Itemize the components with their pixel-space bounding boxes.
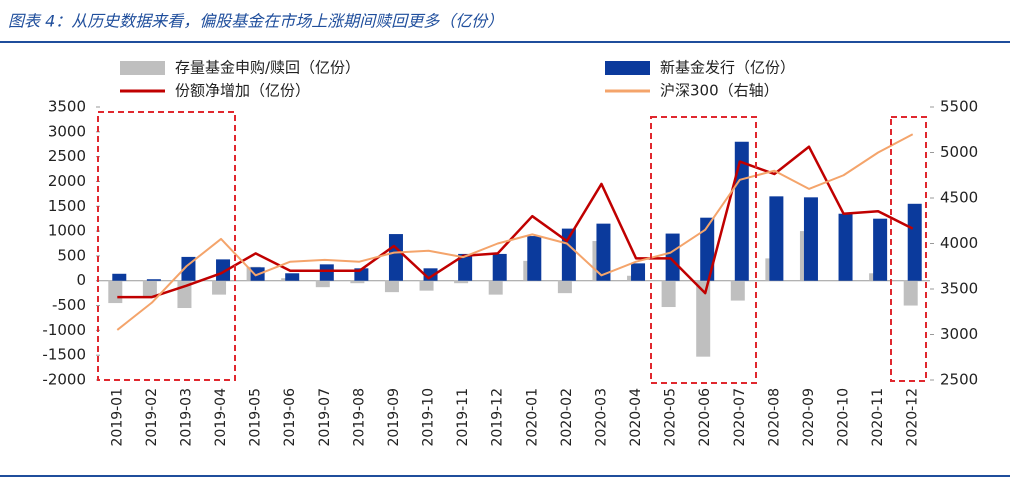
bar [212,280,227,295]
bar [319,264,334,281]
x-tick-label: 2019-11 [455,388,471,447]
y-tick-label: 3500 [48,98,86,116]
bar [142,280,157,299]
y-tick-label: -2000 [42,371,86,389]
legend-label: 新基金发行（亿份） [660,59,795,77]
x-tick-label: 2020-01 [524,388,540,447]
chart-title: 图表 4：从历史数据来看，偏股基金在市场上涨期间赎回更多（亿份） [8,12,503,31]
y2-tick-label: 3500 [940,280,978,298]
x-tick-label: 2019-04 [213,388,229,447]
x-tick-label: 2019-06 [282,388,298,447]
legend-swatch [605,61,650,75]
bar [216,259,231,281]
bar [454,280,469,284]
x-tick-label: 2020-07 [732,388,748,447]
y-tick-label: 1500 [48,197,86,215]
y-tick-label: 2500 [48,147,86,165]
legend-swatch [120,61,165,75]
x-tick-label: 2020-05 [663,388,679,447]
highlight-boxes [97,111,927,384]
y-tick-label: 0 [76,271,86,289]
x-tick-label: 2020-03 [593,388,609,447]
bar [488,280,503,295]
bar [596,223,611,281]
y2-tick-label: 4500 [940,189,978,207]
x-tick-label: 2020-02 [559,388,575,447]
x-tick-label: 2019-09 [386,388,402,447]
bar [384,280,399,293]
bar [419,280,434,291]
bar [561,228,576,281]
y-tick-label: -500 [52,296,86,314]
y-tick-label: 1000 [48,222,86,240]
bar [730,280,745,301]
bar [388,234,403,281]
x-tick-label: 2020-04 [628,388,644,447]
y2-tick-label: 5000 [940,143,978,161]
highlight-box [97,111,236,381]
x-tick-label: 2020-11 [870,388,886,447]
x-tick-label: 2019-02 [144,388,160,447]
y2-tick-label: 2500 [940,371,978,389]
y-tick-label: 500 [57,246,86,264]
x-tick-label: 2019-08 [351,388,367,447]
bar [661,280,676,308]
x-tick-label: 2020-12 [905,388,921,447]
bar [838,213,853,281]
highlight-box [650,116,757,384]
y2-tick-label: 5500 [940,98,978,116]
y2-tick-label: 4000 [940,234,978,252]
bar [903,280,918,306]
x-tick-label: 2019-03 [178,388,194,447]
bar [285,273,300,281]
x-tick-label: 2019-07 [317,388,333,447]
legend-label: 存量基金申购/赎回（亿份） [175,59,360,77]
bar [557,280,572,294]
bar [700,217,715,281]
bar [350,280,365,284]
y-tick-label: -1000 [42,321,86,339]
line [117,145,914,299]
legend-label: 份额净增加（亿份） [175,82,310,100]
y-tick-label: 3000 [48,122,86,140]
bar [112,273,127,281]
bar [907,203,922,281]
bar [803,197,818,281]
bar [108,280,123,304]
line [116,133,914,331]
x-tick-label: 2020-08 [766,388,782,447]
bar [734,141,749,281]
bar [665,233,680,281]
bar [458,253,473,281]
legend-label: 沪深300（右轴） [660,82,779,100]
x-tick-label: 2019-10 [421,388,437,447]
x-tick-label: 2020-06 [697,388,713,447]
x-tick-label: 2019-01 [109,388,125,447]
x-tick-label: 2019-05 [248,388,264,447]
bar [492,253,507,281]
x-tick-label: 2020-10 [836,388,852,447]
bar [315,280,330,288]
x-tick-label: 2019-12 [490,388,506,447]
bar [696,280,711,357]
bar [631,263,646,281]
bar [146,279,161,281]
highlight-box [890,116,927,382]
x-tick-label: 2020-09 [801,388,817,447]
bar [873,218,888,281]
y2-tick-label: 3000 [940,325,978,343]
bar [769,196,784,281]
y-tick-label: -1500 [42,346,86,364]
bar [527,236,542,281]
y-tick-label: 2000 [48,172,86,190]
